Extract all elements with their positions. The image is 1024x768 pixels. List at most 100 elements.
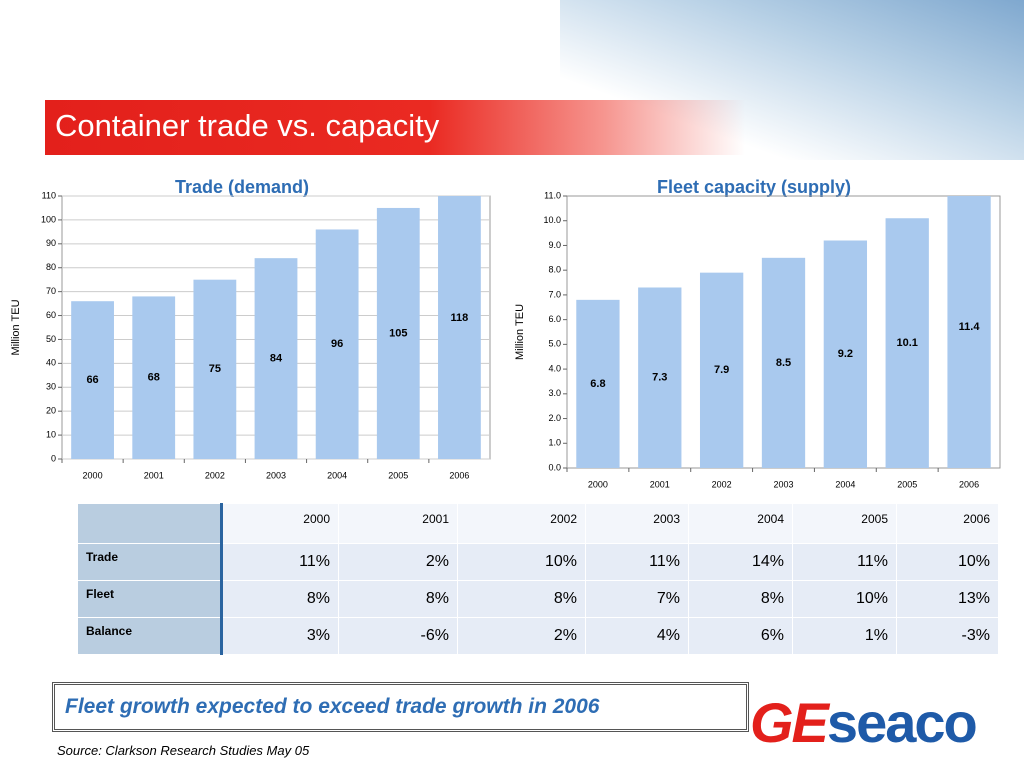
logo: GEseaco <box>750 690 978 755</box>
x-tick-label: 2001 <box>144 470 164 480</box>
data-cell: 11% <box>585 543 689 581</box>
data-cell: 2% <box>338 543 458 581</box>
header-cell: 2004 <box>688 503 793 544</box>
data-cell: 3% <box>221 617 339 655</box>
bar <box>576 299 620 468</box>
y-tick-label: 100 <box>41 214 56 224</box>
value-label: 66 <box>86 374 98 386</box>
x-tick-label: 2001 <box>650 479 670 489</box>
y-tick-label: 20 <box>46 406 56 416</box>
data-cell: -3% <box>896 617 999 655</box>
bar <box>315 229 359 459</box>
callout: Fleet growth expected to exceed trade gr… <box>52 682 749 732</box>
chart-title: Trade (demand) <box>175 177 309 197</box>
data-cell: 2% <box>457 617 586 655</box>
growth-table: 2000 2001 2002 2003 2004 2005 2006 Trade 11% 2% 10… <box>77 503 999 655</box>
y-tick-label: 50 <box>46 334 56 344</box>
bar <box>376 207 420 459</box>
x-tick-label: 2005 <box>897 479 917 489</box>
value-label: 9.2 <box>838 348 853 360</box>
title-banner: Container trade vs. capacity <box>45 100 745 155</box>
charts: Trade (demand) Million TEU 0 10 20 30 40 50 60 70… <box>10 177 1001 489</box>
bar <box>71 301 114 459</box>
value-label: 96 <box>331 338 343 350</box>
x-tick-label: 2002 <box>205 470 225 480</box>
title: Container trade vs. capacity <box>55 108 440 143</box>
y-tick-label: 60 <box>46 310 56 320</box>
y-tick-label: 5.0 <box>548 339 561 349</box>
value-label: 84 <box>270 352 283 364</box>
data-cell: 11% <box>221 543 339 581</box>
y-tick-label: 7.0 <box>548 289 561 299</box>
x-tick-label: 2003 <box>266 470 286 480</box>
y-tick-label: 80 <box>46 262 56 272</box>
value-label: 68 <box>148 372 160 384</box>
table-row: Trade 11% 2% 10% 11% 14% 11% 10% <box>77 543 999 581</box>
x-tick-label: 2006 <box>449 470 469 480</box>
y-axis-label: Million TEU <box>10 299 22 355</box>
data-cell: 6% <box>688 617 793 655</box>
y-tick-label: 1.0 <box>548 438 561 448</box>
x-tick-label: 2000 <box>83 470 103 480</box>
value-label: 10.1 <box>897 337 918 349</box>
x-tick-label: 2004 <box>327 470 347 480</box>
y-axis-label: Million TEU <box>514 304 526 360</box>
data-cell: 1% <box>792 617 897 655</box>
y-tick-label: 70 <box>46 286 56 296</box>
header-cell: 2002 <box>457 503 586 544</box>
header-cell: 2003 <box>585 503 689 544</box>
x-tick-label: 2005 <box>388 470 408 480</box>
bar <box>761 257 806 468</box>
value-label: 105 <box>389 327 407 339</box>
header-cell: 2001 <box>338 503 458 544</box>
x-tick-label: 2004 <box>835 479 855 489</box>
header-cell: 2005 <box>792 503 897 544</box>
logo-ge: GE <box>750 691 829 754</box>
x-tick-label: 2002 <box>712 479 732 489</box>
y-tick-label: 90 <box>46 238 56 248</box>
y-tick-label: 3.0 <box>548 388 561 398</box>
row-label: Trade <box>77 543 223 581</box>
data-cell: 13% <box>896 580 999 618</box>
value-label: 8.5 <box>776 357 791 369</box>
header-cell: 2000 <box>221 503 339 544</box>
data-cell: 10% <box>896 543 999 581</box>
value-label: 6.8 <box>590 378 605 390</box>
data-cell: 7% <box>585 580 689 618</box>
bar <box>132 296 176 459</box>
bar <box>438 196 481 459</box>
data-cell: 4% <box>585 617 689 655</box>
y-tick-label: 2.0 <box>548 413 561 423</box>
y-tick-label: 4.0 <box>548 363 561 373</box>
bar <box>699 272 744 468</box>
data-cell: 10% <box>792 580 897 618</box>
value-label: 118 <box>451 312 469 324</box>
x-tick-label: 2006 <box>959 479 979 489</box>
data-cell: 11% <box>792 543 897 581</box>
value-label: 75 <box>209 363 221 375</box>
data-cell: 8% <box>221 580 339 618</box>
bar <box>885 218 929 468</box>
x-tick-label: 2000 <box>588 479 608 489</box>
y-tick-label: 0.0 <box>548 462 561 472</box>
chart-title: Fleet capacity (supply) <box>657 177 851 197</box>
y-tick-label: 110 <box>42 190 56 200</box>
corner-cell <box>77 503 223 544</box>
header-row: 2000 2001 2002 2003 2004 2005 2006 <box>77 503 999 544</box>
y-tick-label: 6.0 <box>548 314 561 324</box>
bar <box>193 279 237 459</box>
header-cell: 2006 <box>896 503 999 544</box>
value-label: 7.9 <box>714 364 729 376</box>
table-row: Balance 3% -6% 2% 4% 6% 1% -3% <box>77 617 999 655</box>
data-cell: 8% <box>688 580 793 618</box>
value-label: 11.4 <box>959 321 981 333</box>
y-tick-label: 11.0 <box>544 190 561 200</box>
y-tick-label: 10 <box>46 429 56 439</box>
bar <box>638 287 682 468</box>
source: Source: Clarkson Research Studies May 05 <box>57 743 310 758</box>
y-tick-label: 10.0 <box>543 215 561 225</box>
data-cell: 8% <box>338 580 458 618</box>
y-tick-label: 40 <box>46 358 56 368</box>
data-cell: 14% <box>688 543 793 581</box>
